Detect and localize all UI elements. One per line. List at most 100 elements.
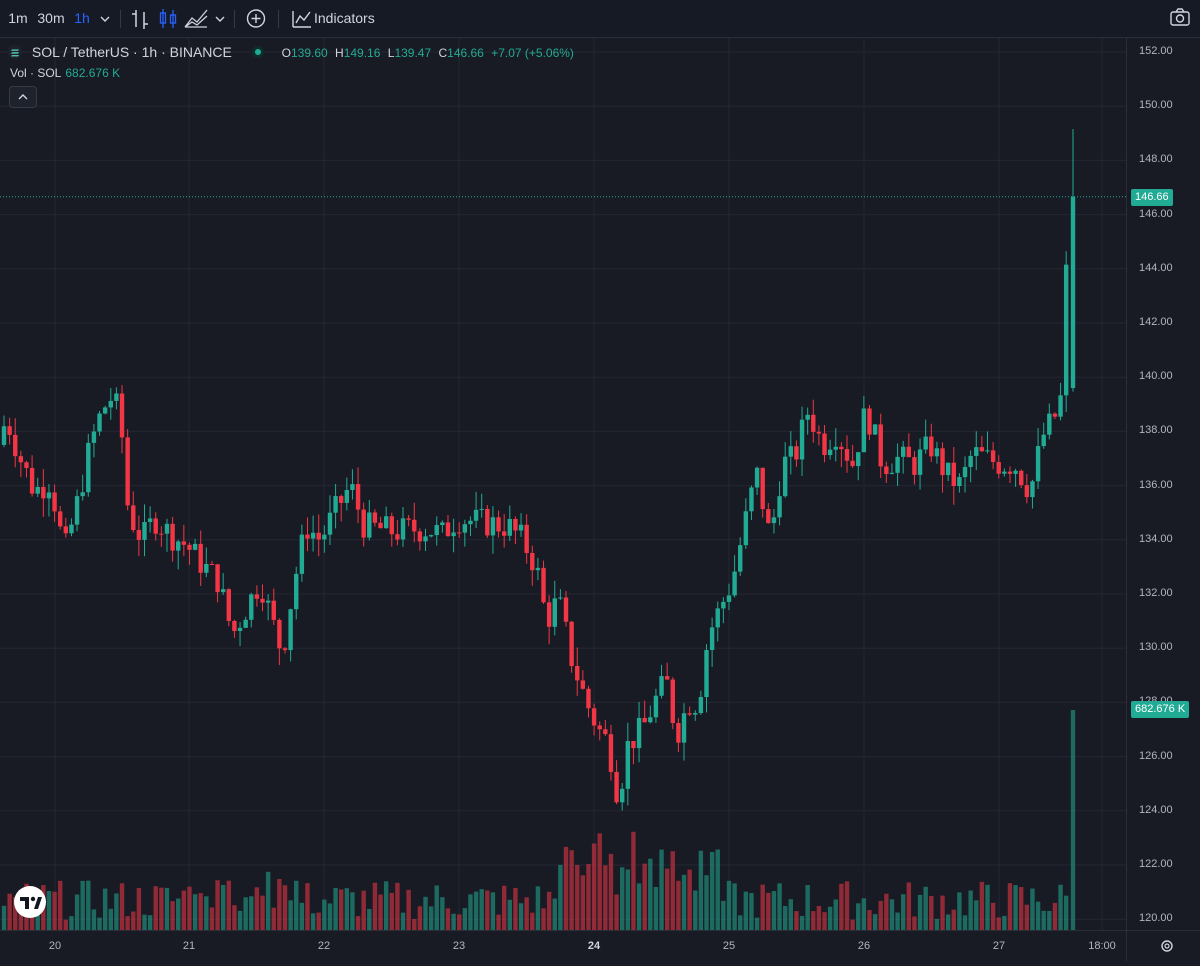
candle-body <box>929 436 934 457</box>
volume-bar <box>192 894 198 930</box>
volume-bar <box>1019 887 1024 930</box>
collapse-legend-button[interactable] <box>9 86 37 108</box>
candle-body <box>316 532 321 540</box>
volume-bar <box>13 896 18 930</box>
chevron-down-icon[interactable] <box>211 0 229 37</box>
candle-body <box>378 522 383 529</box>
candle-body <box>41 486 46 499</box>
candle-body <box>1052 413 1058 417</box>
candle-body <box>625 741 631 789</box>
price-tick-label: 124.00 <box>1139 803 1173 816</box>
volume-bar <box>147 915 153 930</box>
price-tick-label: 132.00 <box>1139 587 1173 599</box>
interval-1h[interactable]: 1h <box>74 10 90 26</box>
volume-bar <box>603 865 608 930</box>
candle-body <box>468 520 473 525</box>
candle-body <box>636 717 642 749</box>
candle-body <box>614 771 619 803</box>
volume-bar <box>945 914 951 930</box>
volume-bar <box>811 911 816 930</box>
candle-body <box>957 477 962 487</box>
candle-body <box>1058 395 1063 417</box>
candle-body <box>856 452 861 467</box>
candle-body <box>361 509 366 538</box>
candle-body <box>664 676 670 680</box>
chevron-down-icon[interactable] <box>96 0 114 37</box>
volume-bar <box>625 869 631 930</box>
candle-body <box>597 725 602 730</box>
camera-icon[interactable] <box>1168 0 1192 37</box>
candle-body <box>799 419 805 460</box>
volume-bar <box>799 915 805 930</box>
price-scale[interactable]: 152.00 150.00 148.00 146.00 144.00 142.00 140.… <box>1126 38 1200 930</box>
candle-body <box>58 511 63 527</box>
candle-body <box>608 734 614 772</box>
candle-body <box>760 467 765 510</box>
interval-30m[interactable]: 30m <box>37 10 65 26</box>
candle-body <box>1024 485 1030 498</box>
candle-body <box>878 424 883 467</box>
candle-body <box>305 534 310 539</box>
price-tick-label: 146.00 <box>1139 207 1173 220</box>
volume-bar <box>170 901 175 930</box>
candle-body <box>693 713 698 715</box>
candle-body <box>350 484 355 490</box>
volume-bar <box>119 883 125 930</box>
volume-bar <box>951 909 956 930</box>
indicators-button[interactable]: Indicators <box>314 10 375 26</box>
volume-legend[interactable]: Vol · SOL 682.676 K <box>10 66 121 80</box>
time-tick-label: 24 <box>587 940 601 952</box>
candle-body <box>232 620 237 632</box>
volume-bar <box>355 916 361 930</box>
candle-body <box>237 627 243 632</box>
volume-bar <box>518 903 524 930</box>
volume-bar <box>771 891 777 930</box>
volume-bar <box>1002 915 1007 930</box>
candle-body <box>659 676 664 696</box>
volume-bar <box>417 906 423 930</box>
candle-body <box>923 436 928 450</box>
candle-body <box>288 609 293 651</box>
candle-body <box>159 533 164 535</box>
chart-pane[interactable] <box>0 38 1126 930</box>
volume-bar <box>822 912 827 930</box>
volume-bar <box>642 863 647 930</box>
indicators-icon[interactable] <box>290 0 314 37</box>
candle-body <box>524 524 529 553</box>
volume-bar <box>254 887 260 930</box>
volume-bar <box>1052 902 1058 930</box>
scale-settings[interactable] <box>1126 930 1200 961</box>
candles-icon[interactable] <box>156 0 180 37</box>
volume-bar <box>901 894 906 930</box>
volume-bar <box>591 843 597 930</box>
tradingview-logo[interactable] <box>14 886 46 918</box>
candlestick-chart[interactable] <box>0 38 1126 930</box>
volume-bar <box>260 895 265 930</box>
add-circle-icon[interactable] <box>244 0 268 37</box>
candle-body <box>102 407 108 414</box>
candle-body <box>142 522 147 540</box>
last-price-tag: 146.66 <box>1131 188 1173 206</box>
candle-body <box>535 567 541 571</box>
volume-bar <box>232 905 237 930</box>
volume-bar <box>563 846 569 930</box>
bar-chart-icon[interactable] <box>128 0 152 37</box>
volume-bar <box>507 899 512 930</box>
volume-bar <box>58 880 63 930</box>
volume-bar <box>923 886 928 930</box>
area-chart-icon[interactable] <box>182 0 210 37</box>
candle-body <box>704 649 709 698</box>
volume-bar <box>962 915 968 930</box>
candle-body <box>372 512 378 523</box>
interval-1m[interactable]: 1m <box>8 10 28 26</box>
time-scale[interactable]: 20 21 22 23 24 25 26 27 18:00 <box>0 930 1126 961</box>
volume-bar <box>709 851 715 930</box>
candle-body <box>29 467 35 494</box>
volume-bar <box>1035 901 1041 930</box>
candle-body <box>990 450 996 463</box>
volume-bar <box>558 864 563 930</box>
price-tick-label: 150.00 <box>1139 99 1173 112</box>
candle-body <box>35 486 40 494</box>
symbol-title[interactable]: SOL / TetherUS · 1h · BINANCE <box>31 44 232 60</box>
candle-body <box>586 688 591 709</box>
